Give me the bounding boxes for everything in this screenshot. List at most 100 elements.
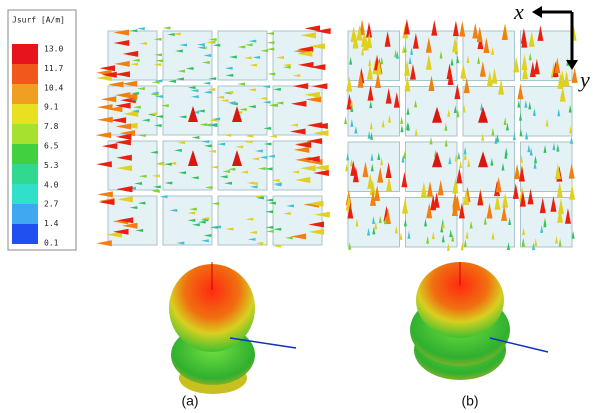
- current-arrow: [372, 216, 376, 224]
- current-arrow: [527, 188, 534, 205]
- current-arrow: [425, 37, 432, 53]
- current-arrow: [248, 105, 256, 109]
- current-arrow: [252, 55, 261, 59]
- current-arrow: [291, 170, 300, 174]
- current-arrow: [414, 99, 418, 108]
- current-arrow: [248, 39, 257, 43]
- current-arrow: [203, 90, 212, 94]
- current-arrow: [167, 32, 175, 36]
- legend-label: 13.0: [44, 45, 63, 54]
- current-arrow: [480, 102, 484, 111]
- current-arrow: [495, 176, 502, 193]
- current-arrow: [187, 218, 196, 222]
- current-arrow: [273, 244, 282, 248]
- current-arrow: [150, 150, 158, 154]
- legend-label: 1.4: [44, 219, 59, 228]
- current-arrow: [369, 121, 373, 130]
- current-arrow: [197, 220, 206, 224]
- current-arrow: [456, 109, 460, 118]
- current-arrow: [177, 69, 186, 73]
- current-arrow: [557, 198, 564, 214]
- cell: [217, 140, 268, 191]
- current-arrow: [155, 59, 163, 63]
- current-arrow: [350, 104, 354, 112]
- current-arrow: [367, 85, 374, 101]
- current-arrow: [178, 171, 187, 175]
- current-arrow: [197, 43, 205, 47]
- current-arrow: [491, 67, 498, 84]
- current-arrow: [267, 154, 275, 158]
- current-arrow: [441, 220, 445, 229]
- current-arrow: [131, 109, 140, 113]
- current-arrow: [275, 101, 284, 105]
- current-arrow: [462, 104, 466, 113]
- legend-label: 2.7: [44, 200, 59, 209]
- current-arrow: [159, 195, 168, 199]
- current-arrow: [424, 218, 428, 227]
- current-arrow: [569, 184, 576, 200]
- current-arrow: [138, 174, 147, 178]
- current-arrow: [308, 228, 325, 235]
- current-arrow: [187, 86, 196, 90]
- current-arrow: [113, 40, 130, 47]
- current-arrow: [259, 96, 268, 100]
- current-arrow: [202, 81, 211, 85]
- current-arrow: [156, 162, 165, 166]
- current-arrow: [132, 105, 141, 109]
- current-arrow: [190, 89, 199, 93]
- current-arrow: [255, 241, 264, 245]
- x-arrowhead: [532, 6, 542, 18]
- current-arrow: [452, 191, 459, 208]
- current-arrow: [155, 95, 163, 99]
- current-arrow: [432, 106, 442, 123]
- current-arrow: [383, 216, 387, 225]
- current-arrow: [554, 57, 561, 74]
- current-arrow: [370, 152, 374, 161]
- current-arrow: [439, 50, 443, 59]
- current-arrow: [203, 54, 212, 58]
- current-arrow: [188, 150, 198, 166]
- current-arrow: [249, 185, 258, 189]
- current-arrow: [366, 21, 373, 38]
- pattern-axis: [489, 337, 549, 353]
- current-arrow: [393, 92, 400, 108]
- current-arrow: [309, 64, 326, 71]
- current-arrow: [115, 102, 131, 109]
- current-arrow: [521, 54, 528, 70]
- legend-label: 5.3: [44, 161, 59, 170]
- current-arrow: [444, 138, 448, 147]
- current-arrow: [304, 156, 320, 163]
- current-arrow: [160, 104, 169, 108]
- current-arrow: [309, 43, 325, 50]
- current-arrow: [304, 91, 320, 98]
- current-arrow: [162, 26, 171, 30]
- current-arrow: [496, 134, 500, 142]
- current-arrow: [361, 47, 365, 56]
- current-arrow: [268, 103, 276, 107]
- current-arrow: [454, 153, 458, 162]
- current-arrow: [457, 151, 461, 160]
- current-arrow: [372, 226, 376, 235]
- y-label: y: [578, 67, 590, 92]
- current-arrow: [169, 208, 178, 212]
- current-arrow: [380, 157, 384, 166]
- current-arrow: [117, 217, 134, 224]
- current-arrow: [112, 228, 129, 235]
- current-arrow: [121, 80, 138, 87]
- current-arrow: [163, 162, 172, 166]
- current-arrow: [292, 74, 301, 78]
- current-arrow: [300, 165, 316, 172]
- current-arrow: [520, 28, 527, 44]
- current-arrow: [153, 63, 162, 67]
- current-arrow: [168, 161, 177, 165]
- current-arrow: [297, 61, 314, 68]
- color-swatch: [12, 224, 38, 244]
- current-arrow: [460, 242, 464, 251]
- current-arrow: [137, 87, 145, 91]
- current-arrow: [441, 234, 445, 243]
- current-arrow: [97, 116, 113, 123]
- current-arrow: [524, 99, 528, 108]
- current-arrow: [531, 242, 535, 251]
- cell: [520, 30, 573, 81]
